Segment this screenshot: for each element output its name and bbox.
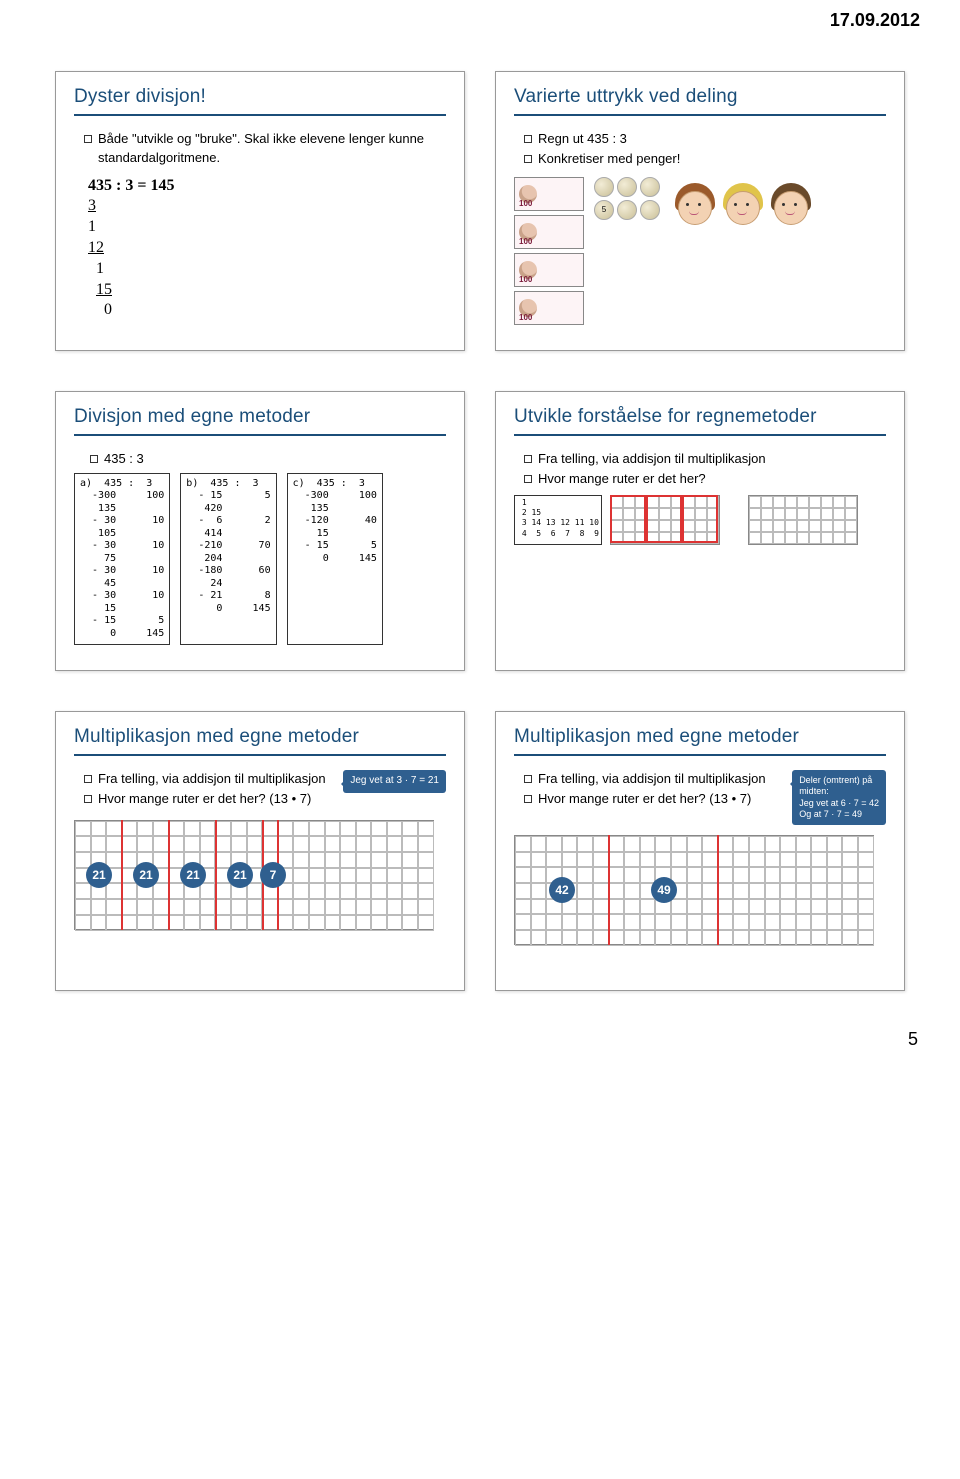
counting-table: 1 2 15 3 14 13 12 11 10 4 5 6 7 8 9	[514, 495, 602, 545]
longdiv-line: 12	[88, 238, 446, 259]
multiplication-grid-wrap: 21 21 21 21 7	[74, 820, 446, 930]
grid-with-boxes	[610, 495, 720, 545]
division-box-c: c) 435 : 3 -300 100 135 -120 40 15 - 15 …	[287, 473, 383, 646]
multiplication-grid	[74, 820, 434, 930]
coins-group: 5	[594, 177, 664, 220]
money-illustration: 100 100 100 100 5	[514, 177, 886, 325]
slides-grid: Dyster divisjon! Både "utvikle og "bruke…	[0, 31, 960, 1011]
speech-callout: Deler (omtrent) på midten: Jeg vet at 6 …	[792, 770, 886, 825]
slide-title: Dyster divisjon!	[74, 86, 446, 116]
bullet-list: Både "utvikle og "bruke". Skal ikke elev…	[74, 130, 446, 168]
bullet-list: Fra telling, via addisjon til multiplika…	[74, 770, 335, 810]
division-box-a: a) 435 : 3 -300 100 135 - 30 10 105 - 30…	[74, 473, 170, 646]
banknote-icon: 100	[514, 253, 584, 287]
longdiv-line: 0	[104, 300, 446, 321]
circle-badge: 7	[260, 862, 286, 888]
bullet-list: 435 : 3	[74, 450, 446, 469]
coin-icon: 5	[594, 200, 614, 220]
square-grid	[610, 495, 720, 545]
person-icon	[674, 183, 716, 235]
longdiv-line: 1	[88, 217, 446, 238]
banknote-icon: 100	[514, 215, 584, 249]
speech-callout: Jeg vet at 3 · 7 = 21	[343, 770, 446, 793]
circle-badge: 49	[651, 877, 677, 903]
coin-icon	[640, 200, 660, 220]
coin-icon	[617, 200, 637, 220]
longdiv-line: 15	[96, 280, 446, 301]
slide-5: Multiplikasjon med egne metoder Fra tell…	[55, 711, 465, 991]
bullet: 435 : 3	[90, 450, 446, 469]
bullet-list: Fra telling, via addisjon til multiplika…	[514, 770, 784, 810]
longdiv-line: 1	[96, 259, 446, 280]
coin-icon	[617, 177, 637, 197]
page-number: 5	[0, 1011, 960, 1064]
banknote-icon: 100	[514, 291, 584, 325]
slide-4: Utvikle forståelse for regnemetoder Fra …	[495, 391, 905, 671]
coin-icon	[640, 177, 660, 197]
circle-badge: 21	[180, 862, 206, 888]
circle-badge: 21	[227, 862, 253, 888]
bullet: Både "utvikle og "bruke". Skal ikke elev…	[84, 130, 446, 168]
slide-title: Multiplikasjon med egne metoder	[514, 726, 886, 756]
circle-badge: 21	[133, 862, 159, 888]
slide-title: Varierte uttrykk ved deling	[514, 86, 886, 116]
slide-1: Dyster divisjon! Både "utvikle og "bruke…	[55, 71, 465, 351]
slide-title: Utvikle forståelse for regnemetoder	[514, 406, 886, 436]
grid-row: 1 2 15 3 14 13 12 11 10 4 5 6 7 8 9	[514, 495, 886, 545]
equation: 435 : 3 = 145	[88, 176, 446, 197]
person-icon	[722, 183, 764, 235]
coin-icon	[594, 177, 614, 197]
person-icon	[770, 183, 812, 235]
slide-6: Multiplikasjon med egne metoder Fra tell…	[495, 711, 905, 991]
bullet: Fra telling, via addisjon til multiplika…	[524, 450, 886, 469]
circle-badge: 21	[86, 862, 112, 888]
bullet: Hvor mange ruter er det her?	[524, 470, 886, 489]
slide-title: Multiplikasjon med egne metoder	[74, 726, 446, 756]
bullet: Konkretiser med penger!	[524, 150, 886, 169]
bullet: Hvor mange ruter er det her? (13 • 7)	[524, 790, 784, 809]
bullet: Fra telling, via addisjon til multiplika…	[524, 770, 784, 789]
slide-title: Divisjon med egne metoder	[74, 406, 446, 436]
division-box-b: b) 435 : 3 - 15 5 420 - 6 2 414 -210 70 …	[180, 473, 276, 646]
banknote-icon: 100	[514, 177, 584, 211]
slide-3: Divisjon med egne metoder 435 : 3 a) 435…	[55, 391, 465, 671]
circle-badge: 42	[549, 877, 575, 903]
multiplication-grid-wrap: 42 49	[514, 835, 886, 945]
bullet: Regn ut 435 : 3	[524, 130, 886, 149]
bullet-list: Regn ut 435 : 3 Konkretiser med penger!	[514, 130, 886, 169]
page-date: 17.09.2012	[0, 0, 960, 31]
longdiv-line: 3	[88, 196, 446, 217]
bullet-list: Fra telling, via addisjon til multiplika…	[514, 450, 886, 489]
long-division: 435 : 3 = 145 3 1 12 1 15 0	[88, 176, 446, 322]
bullet: Fra telling, via addisjon til multiplika…	[84, 770, 335, 789]
bullet: Hvor mange ruter er det her? (13 • 7)	[84, 790, 335, 809]
square-grid-plain	[748, 495, 858, 545]
people-illustration	[674, 183, 812, 235]
slide-2: Varierte uttrykk ved deling Regn ut 435 …	[495, 71, 905, 351]
division-methods-row: a) 435 : 3 -300 100 135 - 30 10 105 - 30…	[74, 473, 446, 646]
